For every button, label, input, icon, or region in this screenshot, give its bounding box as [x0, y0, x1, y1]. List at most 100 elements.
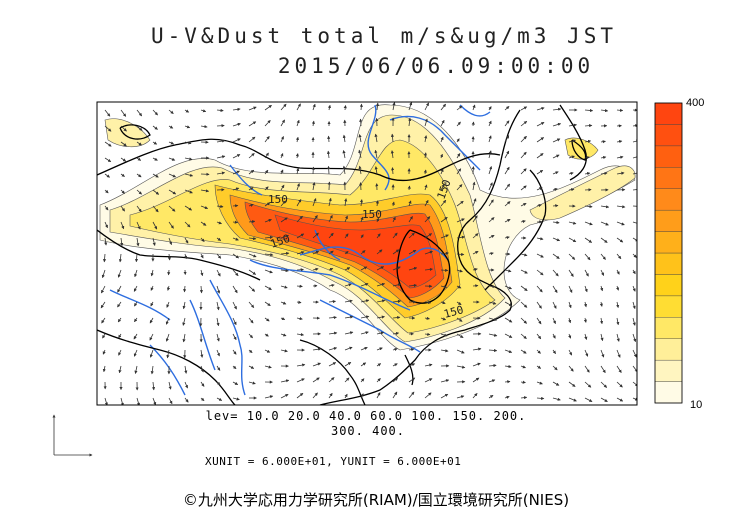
wind-arrow — [104, 221, 108, 229]
wind-arrow — [472, 181, 476, 191]
wind-arrow — [360, 299, 370, 303]
wind-arrow — [168, 221, 174, 229]
wind-arrow — [536, 285, 543, 293]
wind-arrow — [232, 122, 241, 127]
wind-arrow — [312, 377, 320, 383]
wind-arrow — [600, 333, 604, 342]
wind-arrow — [632, 237, 637, 242]
wind-arrow — [295, 153, 299, 159]
wind-arrow — [328, 283, 335, 288]
wind-arrow — [376, 331, 385, 335]
wind-arrow — [184, 205, 193, 211]
wind-arrow — [504, 201, 511, 207]
levels-line2: 300. 400. — [330, 424, 406, 438]
wind-arrow — [359, 118, 363, 127]
wind-arrow — [280, 136, 284, 143]
wind-arrow — [248, 203, 254, 207]
wind-arrow — [120, 397, 124, 405]
wind-arrow — [488, 333, 498, 337]
wind-arrow — [360, 216, 364, 223]
wind-arrow — [120, 141, 127, 147]
wind-arrow — [376, 315, 386, 319]
wind-arrow — [600, 221, 609, 226]
wind-arrow — [520, 333, 527, 339]
wind-arrow — [376, 233, 381, 239]
wind-arrow — [408, 102, 413, 111]
wind-arrow — [472, 198, 477, 207]
wind-arrow — [216, 155, 226, 159]
wind-arrow — [408, 117, 412, 127]
wind-arrow — [520, 349, 527, 354]
wind-arrow — [504, 349, 513, 354]
wind-arrow — [520, 135, 527, 143]
wind-arrow — [504, 333, 513, 338]
wind-arrow — [424, 392, 432, 399]
wind-arrow — [149, 333, 154, 341]
wind-arrow — [616, 317, 620, 326]
wind-arrow — [600, 365, 606, 374]
wind-arrow — [423, 152, 427, 159]
wind-arrow — [536, 237, 544, 241]
wind-arrow — [102, 253, 107, 263]
colorbar-max-label: 400 — [686, 97, 705, 109]
wind-arrow — [328, 197, 332, 207]
wind-arrow — [104, 125, 112, 132]
wind-arrow — [408, 348, 415, 352]
wind-arrow — [151, 381, 156, 391]
wind-arrow — [632, 301, 636, 310]
wind-arrow — [120, 221, 125, 230]
wind-arrow — [632, 317, 636, 326]
wind-arrow — [440, 119, 445, 127]
wind-arrow — [328, 214, 333, 223]
wind-arrow — [101, 285, 106, 294]
wind-arrow — [440, 216, 448, 223]
contour-labels: 150 150 150 150 150 — [268, 178, 465, 321]
wind-arrow — [120, 189, 125, 194]
wind-arrow — [536, 396, 545, 400]
wind-arrow — [632, 155, 637, 159]
wind-arrow — [392, 391, 398, 399]
wind-arrow — [232, 107, 241, 111]
wind-arrow — [360, 331, 369, 335]
wind-arrow — [472, 347, 482, 351]
wind-arrow — [616, 140, 623, 144]
colorbar-swatch — [654, 209, 683, 232]
wind-arrow — [552, 237, 561, 242]
copyright-text: ©九州大学応用力学研究所(RIAM)/国立環境研究所(NIES) — [182, 491, 570, 509]
wind-arrow — [328, 331, 338, 335]
wind-arrow — [216, 397, 223, 401]
wind-arrow — [568, 221, 577, 225]
wind-arrow — [360, 393, 364, 399]
wind-arrow — [152, 221, 158, 230]
wind-arrow — [120, 205, 125, 212]
wind-arrow — [600, 140, 606, 144]
wind-arrow — [120, 173, 125, 177]
wind-arrow — [359, 103, 363, 111]
wind-arrow — [376, 249, 383, 255]
wind-arrow — [232, 381, 239, 385]
wind-arrow — [200, 237, 205, 242]
wind-arrow — [600, 285, 604, 292]
wind-arrow — [248, 121, 257, 127]
wind-arrow — [472, 268, 478, 272]
wind-arrow — [216, 381, 221, 386]
wind-arrow — [344, 267, 351, 271]
wind-arrow — [568, 333, 572, 339]
wind-arrow — [392, 347, 398, 352]
wind-arrow — [632, 349, 637, 358]
wind-arrow — [165, 333, 170, 342]
wind-arrow — [504, 219, 511, 223]
wind-arrow — [328, 315, 337, 320]
wind-arrow — [183, 285, 187, 293]
wind-arrow — [520, 106, 528, 111]
wind-arrow — [584, 124, 593, 128]
wind-arrow — [184, 397, 189, 403]
wind-arrow — [520, 380, 526, 384]
wind-arrow — [584, 108, 594, 113]
wind-arrow — [456, 235, 466, 239]
wind-arrow — [520, 151, 527, 159]
map-area: 150 150 150 150 150 — [97, 102, 637, 405]
wind-arrow — [166, 285, 171, 291]
wind-arrow — [200, 109, 207, 113]
wind-arrow — [552, 397, 561, 401]
